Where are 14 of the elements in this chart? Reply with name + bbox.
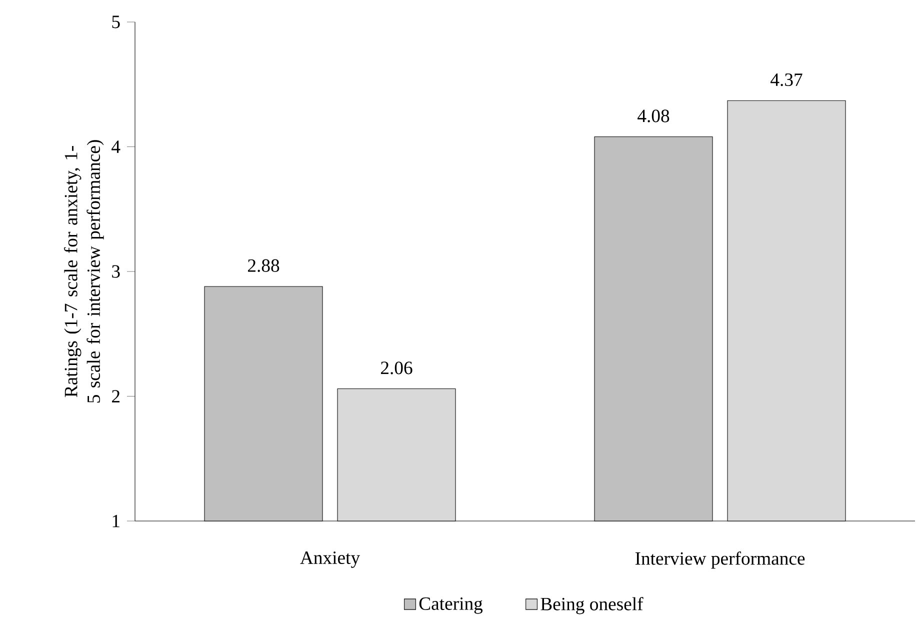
- data-label: 4.08: [638, 110, 670, 122]
- data-label: 4.37: [770, 73, 802, 86]
- data-label: 2.06: [380, 362, 412, 374]
- legend-label: Being oneself: [540, 597, 644, 614]
- legend-label: Catering: [419, 597, 483, 614]
- x-tick-label: Anxiety: [300, 551, 360, 568]
- y-tick-label: 1: [112, 514, 120, 528]
- x-tick-label: Interview performance: [635, 551, 805, 569]
- y-tick-label: 2: [112, 390, 120, 402]
- y-tick-label: 5: [112, 16, 120, 28]
- data-label: 2.88: [248, 259, 280, 272]
- y-tick-label: 3: [112, 265, 120, 278]
- y-axis-title: Ratings (1-7 scale for anxiety, 1-5 scale for interview performance): [64, 140, 104, 403]
- y-tick-label: 4: [112, 140, 120, 153]
